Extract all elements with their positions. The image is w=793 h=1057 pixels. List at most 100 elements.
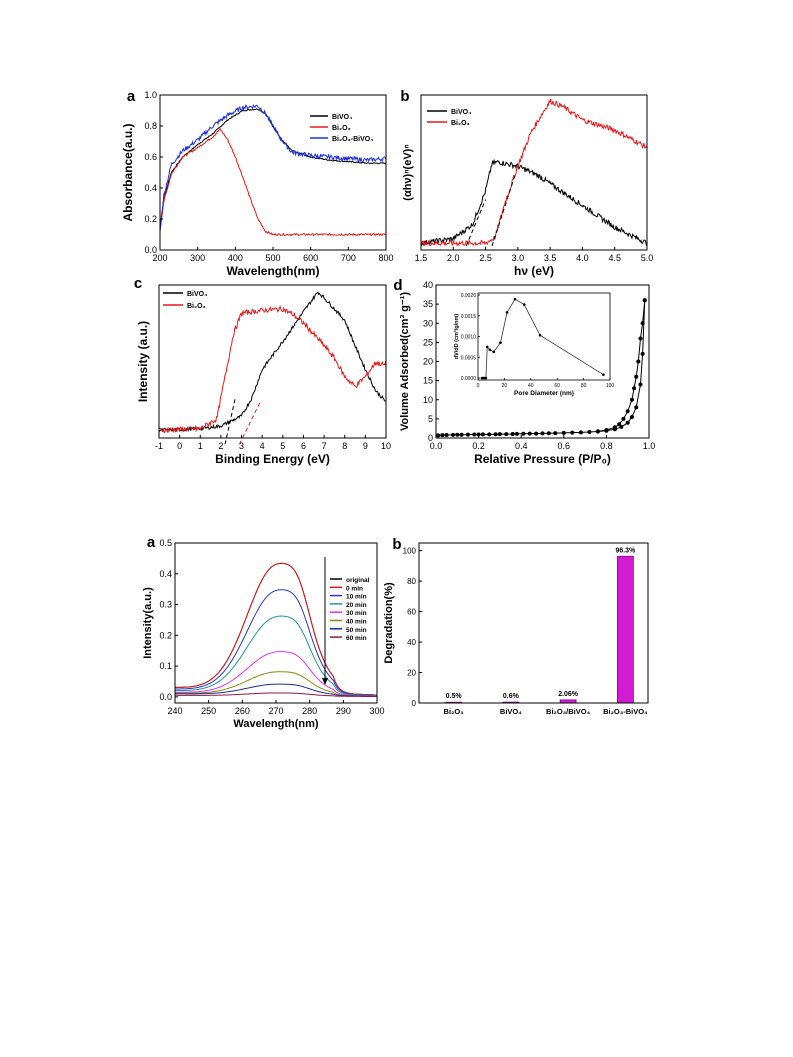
panel-letter: b	[392, 536, 401, 553]
x-tick-label: 2	[218, 441, 223, 451]
y-tick-label: 0.1	[159, 661, 172, 671]
x-tick-label: 5	[280, 441, 285, 451]
legend-label: 20 min	[346, 602, 367, 609]
data-point	[476, 432, 481, 437]
x-tick-label: 250	[201, 706, 216, 716]
panel-letter: a	[147, 534, 156, 551]
x-tick-label: 600	[303, 253, 318, 263]
arrow-head	[322, 678, 328, 685]
data-point	[640, 321, 645, 326]
data-point	[612, 425, 617, 430]
y-tick-label: 0.0000	[461, 376, 477, 382]
data-point	[578, 430, 583, 435]
panel-letter: d	[393, 277, 402, 294]
tangent-line	[224, 397, 236, 445]
y-tick-label: 0.4	[159, 569, 172, 579]
inset-pore-size: 0 20 40 60 80 100 0.0000 0.0005 0.0010 0.0015 0.00…	[453, 292, 615, 397]
bar-value-label: 96.3%	[615, 547, 636, 554]
data-point	[538, 333, 542, 337]
x-axis-title: Binding Energy (eV)	[215, 452, 330, 466]
data-point	[570, 430, 575, 435]
x-tick-label: 300	[369, 706, 384, 716]
data-point	[440, 433, 445, 438]
y-tick-label: 0	[412, 699, 417, 708]
y-tick-label: 40	[423, 280, 433, 290]
x-tick-label: 60	[554, 383, 560, 389]
y-tick-label: 35	[423, 299, 433, 309]
y-tick-label: 1.0	[144, 90, 157, 100]
y-tick-label: 0.3	[159, 600, 172, 610]
x-tick-label: Bi₂O₃	[444, 707, 465, 716]
x-tick-label: 10	[381, 441, 391, 451]
y-tick-label: 0.0005	[461, 355, 477, 361]
data-point	[638, 336, 643, 341]
series-line	[174, 683, 378, 697]
x-tick-label: 40	[528, 383, 534, 389]
x-tick-label: 280	[302, 706, 317, 716]
x-tick-label: 100	[606, 383, 615, 389]
data-point	[640, 351, 645, 356]
x-axis-title: Pore Diameter (nm)	[514, 390, 574, 397]
panel-letter: b	[400, 88, 409, 105]
x-tick-label: 200	[152, 253, 167, 263]
y-tick-label: 40	[407, 638, 416, 647]
data-point	[540, 431, 545, 436]
data-point	[487, 432, 492, 437]
x-tick-label: 400	[228, 253, 243, 263]
legend-label: 50 min	[346, 627, 367, 634]
series-line	[174, 615, 378, 697]
y-tick-label: 20	[407, 669, 416, 678]
x-tick-label: 0.0	[430, 441, 443, 451]
x-tick-label: 7	[322, 441, 327, 451]
data-point	[436, 433, 441, 438]
x-tick-label: 800	[378, 253, 393, 263]
data-point	[514, 431, 519, 436]
plot-frame	[420, 94, 648, 251]
data-point	[521, 431, 526, 436]
data-point	[634, 405, 639, 410]
data-point	[493, 432, 498, 437]
data-point	[617, 422, 622, 427]
y-axis-title: (αhν)ⁿ(eV)ⁿ	[402, 144, 414, 200]
series-line	[159, 103, 387, 228]
data-point	[488, 348, 492, 352]
data-point	[632, 386, 637, 391]
x-tick-label: 80	[581, 383, 587, 389]
x-tick-label: 0.2	[472, 441, 485, 451]
data-point	[636, 359, 641, 364]
panel-a-spectra: 240 250 260 270 280 290 300 0.0 0.1 0.2 0.3 0.4 0.5 W…	[142, 534, 385, 730]
data-point	[527, 431, 532, 436]
series-line	[420, 98, 648, 247]
x-tick-label: 260	[235, 706, 250, 716]
data-point	[451, 432, 456, 437]
x-tick-label: 1	[198, 441, 203, 451]
y-tick-label: 80	[407, 577, 416, 586]
x-tick-label: 500	[265, 253, 280, 263]
x-tick-label: 6	[301, 441, 306, 451]
series-line	[174, 651, 378, 697]
data-point	[587, 429, 592, 434]
x-tick-label: 20	[502, 383, 508, 389]
bar	[616, 555, 634, 704]
legend-label: Bi₂O₃-BiVO₄	[332, 136, 374, 143]
y-tick-label: 100	[403, 547, 417, 556]
x-tick-label: 700	[341, 253, 356, 263]
y-tick-label: 5	[428, 414, 433, 424]
x-axis-title: hν (eV)	[514, 264, 554, 278]
data-point	[444, 432, 449, 437]
x-tick-label: 3.5	[544, 253, 557, 263]
y-tick-label: 0.4	[144, 183, 157, 193]
y-tick-label: 20	[423, 357, 433, 367]
y-tick-label: 15	[423, 376, 433, 386]
data-point	[497, 432, 502, 437]
y-tick-label: 0.0	[159, 692, 172, 702]
series-line	[175, 562, 378, 696]
x-tick-label: 290	[336, 706, 351, 716]
data-point	[459, 432, 464, 437]
x-tick-label: Bi₂O₃/BiVO₄	[546, 707, 591, 716]
data-point	[619, 424, 624, 429]
tangent-line	[239, 401, 261, 445]
y-tick-label: 0.5	[159, 538, 172, 548]
data-point	[561, 430, 566, 435]
data-point	[455, 432, 460, 437]
